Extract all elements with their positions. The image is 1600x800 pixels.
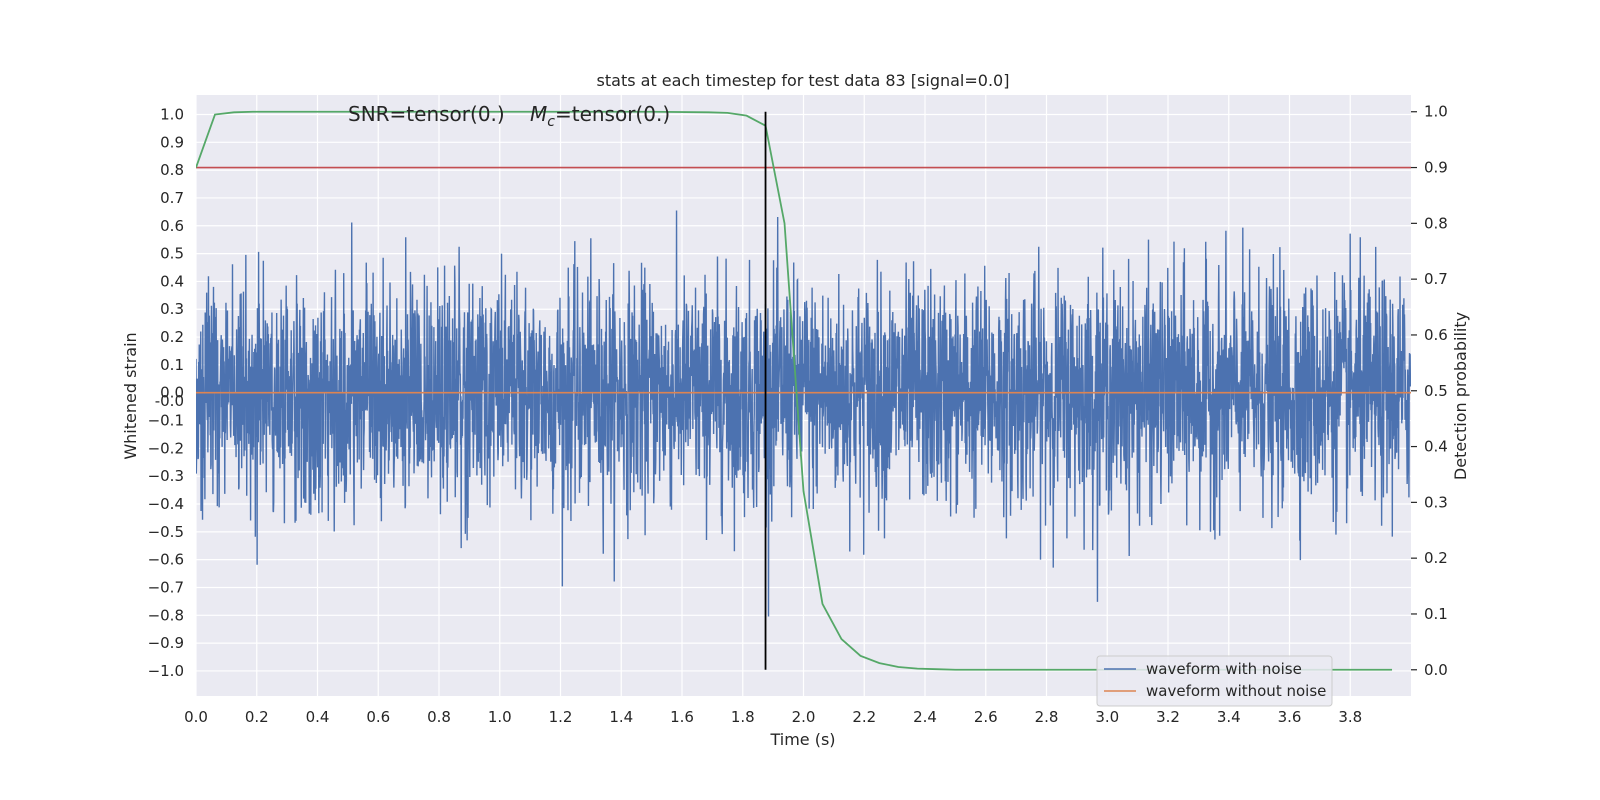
y-right-tick-label: 0.2 [1424,549,1448,567]
y-right-axis-label: Detection probability [1451,312,1470,480]
y-left-tick-label: −0.3 [148,467,184,485]
y-left-axis-ticks: 1.0 0.9 0.8 0.7 0.6 0.5 0.4 0.3 0.2 0.1 0.0-0.0 −0.… [148,105,184,679]
legend: waveform with noise waveform without noi… [1096,655,1333,707]
series-detection-probability [196,110,1393,671]
x-tick-label: 1.4 [609,708,633,726]
legend-label-with-noise: waveform with noise [1146,660,1302,678]
x-axis-ticks: 0.0 0.2 0.4 0.6 0.8 1.0 1.2 1.4 1.6 1.8 2.0 2.2 2.4 2… [184,708,1362,726]
y-left-tick-label: −1.0 [148,662,184,680]
x-axis-label: Time (s) [769,730,835,749]
y-right-tick-label: 1.0 [1424,103,1448,121]
x-tick-label: 2.2 [852,708,876,726]
y-right-axis-ticks: 1.0 0.9 0.8 0.7 0.6 0.5 0.4 0.3 0.2 0.1 0.0 [1411,103,1448,679]
y-left-tick-label: 0.8 [160,161,184,179]
y-left-tick-label: 0.1 [160,356,184,374]
x-tick-label: 0.2 [245,708,269,726]
x-tick-label: 0.0 [184,708,208,726]
y-right-tick-label: 0.6 [1424,326,1448,344]
y-left-tick-label: -0.0 [155,392,184,410]
y-left-tick-label: 0.0 [160,384,184,402]
y-left-tick-label: −0.1 [148,412,184,430]
x-tick-label: 3.4 [1217,708,1241,726]
y-left-tick-label: 0.2 [160,328,184,346]
snr-annotation: SNR=tensor(0.) [348,102,505,126]
x-tick-label: 3.8 [1338,708,1362,726]
x-tick-label: 3.2 [1156,708,1180,726]
y-right-tick-label: 0.4 [1424,438,1448,456]
x-tick-label: 2.0 [792,708,816,726]
y-left-tick-label: 0.5 [160,245,184,263]
x-tick-label: 3.0 [1095,708,1119,726]
x-tick-label: 0.8 [427,708,451,726]
y-left-tick-label: −0.6 [148,551,184,569]
y-left-tick-label: −0.2 [148,439,184,457]
chart-title: stats at each timestep for test data 83 … [597,71,1010,90]
y-left-tick-label: −0.5 [148,523,184,541]
x-tick-label: 1.2 [549,708,573,726]
x-tick-label: 3.6 [1278,708,1302,726]
x-tick-label: 2.8 [1035,708,1059,726]
x-tick-label: 1.6 [670,708,694,726]
y-left-tick-label: −0.7 [148,578,184,596]
y-right-tick-label: 0.1 [1424,605,1448,623]
y-right-tick-label: 0.3 [1424,493,1448,511]
y-left-tick-label: −0.8 [148,606,184,624]
series-waveform-with-noise [196,210,1411,617]
x-tick-label: 0.4 [306,708,330,726]
y-left-tick-label: 0.9 [160,133,184,151]
x-tick-label: 1.8 [731,708,755,726]
y-left-tick-label: 0.7 [160,189,184,207]
x-tick-label: 2.6 [974,708,998,726]
y-left-tick-label: −0.4 [148,495,184,513]
y-right-tick-label: 0.5 [1424,382,1448,400]
x-tick-label: 1.0 [488,708,512,726]
y-left-tick-label: 0.4 [160,272,184,290]
mc-annotation: Mc=tensor(0.) [530,102,670,130]
y-left-tick-label: 0.3 [160,300,184,318]
legend-box [1096,655,1333,707]
legend-label-without-noise: waveform without noise [1146,682,1326,700]
x-tick-label: 0.6 [366,708,390,726]
y-right-tick-label: 0.8 [1424,214,1448,232]
y-left-axis-label: Whitened strain [121,332,140,459]
y-right-tick-label: 0.0 [1424,661,1448,679]
y-left-tick-label: −0.9 [148,634,184,652]
y-left-tick-label: 0.6 [160,217,184,235]
x-tick-label: 2.4 [913,708,937,726]
y-right-tick-label: 0.7 [1424,270,1448,288]
y-left-tick-label: 1.0 [160,105,184,123]
y-right-tick-label: 0.9 [1424,159,1448,177]
